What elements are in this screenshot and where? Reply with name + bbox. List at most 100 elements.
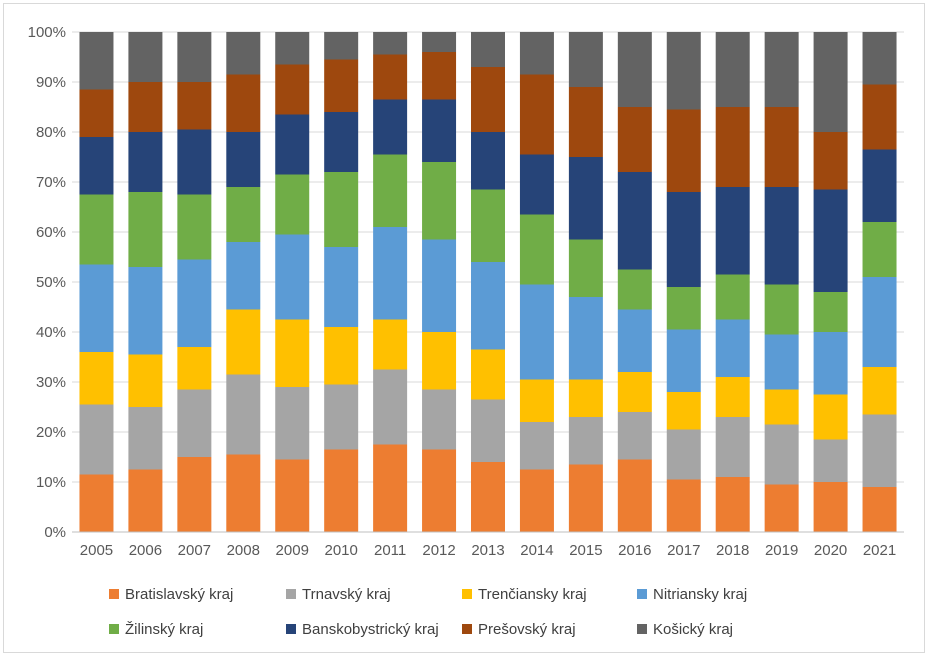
bar-segment (128, 192, 163, 267)
bar-segment (177, 457, 212, 532)
y-tick-label: 30% (36, 374, 66, 391)
y-tick-label: 20% (36, 424, 66, 441)
bar-segment (813, 32, 848, 132)
bar-segment (422, 99, 457, 162)
bar-segment (862, 149, 897, 222)
bar-segment (177, 194, 212, 260)
bar-segment (471, 189, 505, 262)
bar-segment (764, 334, 799, 390)
bar-segment (519, 469, 554, 532)
legend-label: Košický kraj (653, 621, 733, 638)
bar-segment (568, 87, 603, 157)
y-tick-label: 10% (36, 474, 66, 491)
bar-segment (79, 137, 114, 195)
x-tick-label: 2012 (422, 542, 455, 559)
bar-segment (128, 267, 163, 355)
x-tick-label: 2006 (129, 542, 162, 559)
bar-segment (813, 132, 848, 190)
bar-segment (422, 52, 457, 100)
bar-segment (519, 284, 554, 380)
x-tick-label: 2019 (765, 542, 798, 559)
x-tick-label: 2016 (618, 542, 651, 559)
bar-segment (275, 459, 310, 532)
bar-segment (422, 449, 457, 532)
bar-segment (226, 74, 261, 132)
bar-segment (519, 154, 554, 215)
bar-segment (177, 259, 212, 347)
bar-segment (666, 287, 701, 330)
bar-segment (226, 187, 261, 242)
y-tick-label: 40% (36, 324, 66, 341)
bar-segment (226, 454, 261, 532)
bar-segment (617, 107, 652, 172)
bar-segment (422, 239, 457, 332)
bar-segment (568, 379, 603, 417)
bar-segment (128, 469, 163, 532)
legend-swatch (109, 624, 119, 634)
x-tick-label: 2017 (667, 542, 700, 559)
bar-segment (715, 274, 750, 320)
bar-segment (862, 32, 897, 85)
bar-segment (666, 109, 701, 192)
bar-segment (471, 32, 505, 67)
bar-segment (519, 214, 554, 285)
bar-segment (519, 74, 554, 155)
bar-segment (324, 449, 359, 532)
bar-segment (666, 192, 701, 287)
bar-segment (715, 319, 750, 377)
bar-segment (715, 107, 750, 187)
x-tick-label: 2020 (814, 542, 847, 559)
x-tick-label: 2007 (178, 542, 211, 559)
bar-segment (715, 187, 750, 275)
bar-segment (373, 227, 408, 320)
legend-label: Bratislavský kraj (125, 586, 233, 603)
bar-segment (79, 264, 114, 352)
y-tick-label: 80% (36, 124, 66, 141)
bar-segment (79, 32, 114, 90)
bar-segment (617, 32, 652, 107)
bar-segment (715, 477, 750, 532)
y-tick-label: 0% (44, 524, 66, 541)
bar-segment (568, 417, 603, 465)
bar-segment (177, 347, 212, 390)
bar-segment (373, 154, 408, 227)
x-tick-label: 2013 (471, 542, 504, 559)
bar-segment (128, 82, 163, 132)
bar-segment (373, 32, 408, 55)
bar-segment (324, 384, 359, 450)
bar-segment (862, 222, 897, 277)
bar-segment (275, 387, 310, 460)
x-tick-label: 2005 (80, 542, 113, 559)
bar-segment (275, 234, 310, 320)
bar-segment (666, 429, 701, 480)
bar-segment (324, 32, 359, 60)
bar-segment (666, 392, 701, 430)
bar-segment (813, 292, 848, 332)
bar-segment (471, 67, 505, 132)
bar-segment (324, 172, 359, 247)
bar-segment (177, 129, 212, 195)
bar-segment (764, 187, 799, 285)
legend-swatch (637, 624, 647, 634)
bar-segment (764, 484, 799, 532)
bar-segment (373, 319, 408, 370)
bar-segment (422, 332, 457, 390)
bar-segment (813, 189, 848, 292)
bar-segment (715, 417, 750, 477)
bar-segment (373, 369, 408, 445)
bar-segment (471, 462, 505, 532)
bar-segment (226, 32, 261, 75)
bar-segment (715, 32, 750, 107)
bar-segment (617, 269, 652, 310)
bar-segment (177, 389, 212, 457)
bar-segment (862, 84, 897, 150)
x-tick-label: 2021 (863, 542, 896, 559)
bar-segment (471, 262, 505, 350)
bar-segment (373, 54, 408, 100)
bar-segment (226, 374, 261, 455)
legend-label: Banskobystrický kraj (302, 621, 439, 638)
bar-segment (373, 99, 408, 155)
bar-segment (471, 349, 505, 400)
x-tick-label: 2008 (227, 542, 260, 559)
bar-segment (275, 319, 310, 387)
